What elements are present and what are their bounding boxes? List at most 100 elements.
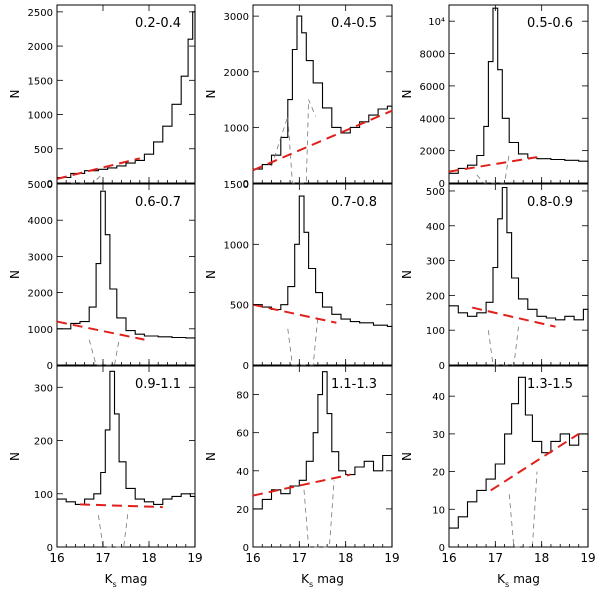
y-tick-label: 1500	[28, 76, 53, 87]
y-tick-label: 6000	[420, 82, 445, 93]
panel-frame	[56, 183, 196, 366]
y-tick-label: 2000	[28, 289, 53, 300]
panel-title: 1.1-1.3	[331, 377, 377, 392]
y-tick-label: 0	[439, 543, 445, 554]
panel-title: 0.7-0.8	[331, 195, 377, 210]
y-tick-label: 500	[230, 301, 249, 312]
histogram-line	[253, 15, 393, 183]
histogram-line	[253, 371, 393, 547]
y-tick-label: 2000	[28, 42, 53, 53]
y-tick-label: 10	[432, 505, 445, 516]
y-tick-label: 500	[34, 145, 53, 156]
y-axis-label: N	[8, 90, 22, 99]
y-tick-label: 2000	[224, 68, 249, 79]
x-tick-label: 16	[49, 551, 64, 565]
panel-title: 0.2-0.4	[135, 16, 181, 31]
y-tick-label: 1500	[224, 180, 249, 191]
panel-frame	[252, 183, 393, 366]
y-tick-label: 1000	[28, 325, 53, 336]
y-tick-label: 4000	[420, 114, 445, 125]
y-tick-label: 80	[236, 391, 249, 402]
panel-frame	[448, 183, 589, 366]
y-tick-label: 500	[426, 187, 445, 198]
histogram-line	[449, 186, 589, 365]
y-tick-label: 0	[439, 361, 445, 372]
y-tick-label: 0	[47, 361, 53, 372]
panel-frame	[448, 4, 589, 184]
x-tick-label: 18	[338, 551, 353, 565]
y-tick-label: 3000	[224, 12, 249, 23]
background-fit-line	[79, 503, 163, 509]
y-tick-label: 200	[34, 437, 53, 448]
x-tick-label: 19	[384, 551, 399, 565]
panel-0: 0 500 1000 1500 2000 2500 N 0.2-0.4	[8, 4, 196, 190]
y-tick-label: 5000	[28, 180, 53, 191]
y-tick-label: 60	[236, 429, 249, 440]
panel-frame	[56, 4, 196, 184]
background-fit-line	[448, 156, 538, 173]
y-tick-label: 40	[432, 392, 445, 403]
y-tick-label: 300	[426, 257, 445, 268]
histogram-line	[57, 190, 196, 365]
x-tick-label: 17	[95, 551, 110, 565]
panel-frame	[252, 4, 393, 184]
subtracted-line	[287, 316, 319, 366]
x-tick-label: 19	[580, 551, 595, 565]
subtracted-line	[303, 480, 335, 548]
y-tick-label: 2500	[28, 8, 53, 19]
y-tick-label: 0	[439, 179, 445, 190]
panel-6: 16 17 18 19 0 100 200 300 N 0.9-1.1 Ks mag	[8, 365, 203, 589]
y-tick-label: 1000	[224, 123, 249, 134]
y-tick-label: 1000	[28, 111, 53, 122]
y-tick-label: 400	[426, 222, 445, 233]
y-tick-label: 0	[243, 361, 249, 372]
histogram-line	[57, 10, 196, 183]
y-tick-label: 20	[432, 468, 445, 479]
x-axis-label: Ks mag	[105, 572, 148, 589]
subtracted-line	[88, 339, 120, 366]
panel-5: 0 100 200 300 400 500 N 0.8-0.9	[400, 183, 589, 372]
x-tick-label: 17	[488, 551, 503, 565]
background-fit-line	[56, 157, 141, 180]
background-fit-line	[252, 109, 393, 172]
y-axis-label: N	[400, 270, 414, 279]
background-fit-line	[490, 433, 580, 492]
panel-4: 0 500 1000 1500 N 0.7-0.8	[204, 180, 393, 372]
subtracted-line	[271, 99, 316, 184]
y-tick-label: 8000	[420, 50, 445, 61]
y-tick-label: 10⁴	[428, 17, 445, 28]
panel-frame	[56, 365, 196, 548]
panel-title: 0.6-0.7	[135, 195, 181, 210]
panel-title: 0.5-0.6	[527, 16, 573, 31]
x-axis-label: Ks mag	[301, 572, 344, 589]
y-tick-label: 200	[426, 291, 445, 302]
y-tick-label: 100	[34, 490, 53, 501]
panel-7: 16 17 18 19 0 20 40 60 80 N 1.1-1.3 Ks mag	[204, 365, 400, 589]
subtracted-line	[488, 326, 519, 366]
x-tick-label: 16	[245, 551, 260, 565]
y-tick-label: 100	[426, 326, 445, 337]
y-tick-label: 40	[236, 467, 249, 478]
panel-1: 0 1000 2000 3000 N 0.4-0.5	[204, 4, 393, 190]
x-tick-label: 19	[187, 551, 202, 565]
subtracted-line	[508, 471, 538, 548]
x-tick-label: 18	[534, 551, 549, 565]
y-tick-label: 30	[432, 430, 445, 441]
y-tick-label: 20	[236, 505, 249, 516]
background-fit-line	[252, 473, 351, 497]
histogram-line	[449, 7, 589, 183]
y-tick-label: 3000	[28, 252, 53, 263]
histogram-line	[449, 376, 589, 547]
y-tick-label: 2000	[420, 147, 445, 158]
x-tick-label: 16	[441, 551, 456, 565]
x-tick-label: 17	[292, 551, 307, 565]
x-tick-label: 18	[141, 551, 156, 565]
panel-title: 0.9-1.1	[135, 377, 181, 392]
panel-3: 0 1000 2000 3000 4000 5000 N 0.6-0.7	[8, 180, 196, 372]
y-tick-label: 300	[34, 383, 53, 394]
background-fit-line	[252, 303, 337, 324]
panel-title: 0.8-0.9	[527, 195, 573, 210]
panel-2: 0 2000 4000 6000 8000 10⁴ N 0.5-0.6	[400, 4, 589, 190]
y-tick-label: 4000	[28, 216, 53, 227]
